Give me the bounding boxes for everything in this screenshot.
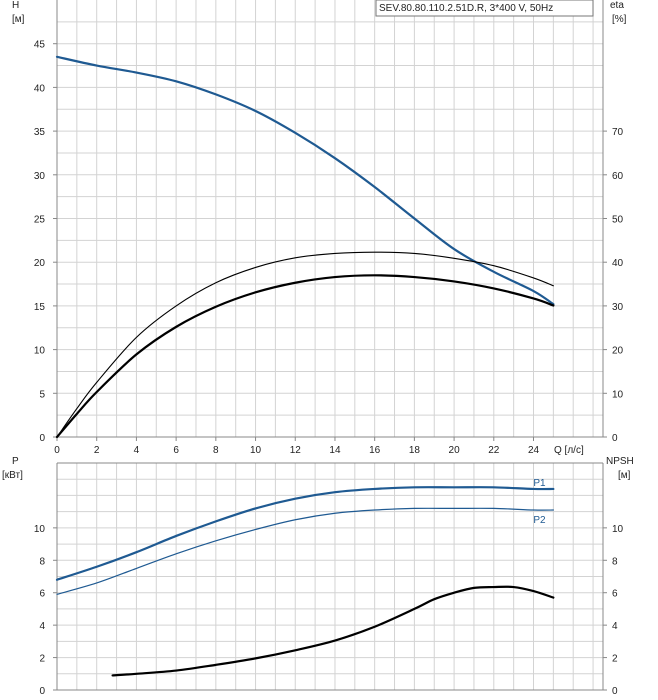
right-tick-label: 30: [612, 302, 624, 313]
left-tick-label: 30: [34, 171, 46, 182]
left-tick-label: 35: [34, 127, 46, 138]
left-tick-label: 10: [34, 346, 46, 357]
x-tick-label: 24: [528, 445, 540, 456]
x-tick-label: 18: [409, 445, 421, 456]
axis-labels: H [м] eta [%] Q [л/с] P [кВт] NPSH [м]: [2, 0, 634, 481]
left-tick-label: 8: [39, 556, 45, 567]
series-label-p1: P1: [533, 478, 546, 489]
bottom-left-axis-unit: [кВт]: [2, 470, 23, 481]
right-tick-label: 4: [612, 621, 618, 632]
x-tick-label: 14: [329, 445, 341, 456]
left-tick-label: 4: [39, 621, 45, 632]
right-tick-label: 50: [612, 215, 624, 226]
top-right-axis-unit: [%]: [612, 14, 627, 25]
x-tick-label: 20: [449, 445, 461, 456]
x-tick-label: 10: [250, 445, 262, 456]
left-tick-label: 15: [34, 302, 46, 313]
right-tick-label: 10: [612, 389, 624, 400]
top-series-line-2: [55, 274, 555, 439]
x-tick-label: 22: [488, 445, 500, 456]
bottom-right-axis-unit: [м]: [618, 470, 631, 481]
x-tick-label: 4: [134, 445, 140, 456]
right-tick-label: 20: [612, 346, 624, 357]
right-tick-label: 40: [612, 258, 624, 269]
left-tick-label: 10: [34, 524, 46, 535]
left-tick-label: 25: [34, 215, 46, 226]
bottom-panel-grid: 0 2 4 6 8 10 0 2 4 6 8 10: [34, 462, 624, 697]
x-tick-label: 16: [369, 445, 381, 456]
top-right-axis-symbol: eta: [610, 0, 624, 11]
left-tick-label: 40: [34, 83, 46, 94]
left-tick-label: 0: [39, 433, 45, 444]
left-tick-label: 45: [34, 40, 46, 51]
x-tick-label: 0: [54, 445, 60, 456]
left-tick-label: 0: [39, 686, 45, 697]
right-tick-label: 0: [612, 433, 618, 444]
bottom-right-axis-symbol: NPSH: [606, 456, 634, 467]
right-tick-label: 10: [612, 524, 624, 535]
left-tick-label: 2: [39, 654, 45, 665]
bottom-left-axis-symbol: P: [12, 456, 19, 467]
right-tick-label: 8: [612, 556, 618, 567]
bottom-series-line-p2: [56, 507, 554, 595]
x-axis-label: Q [л/с]: [554, 445, 584, 456]
left-tick-label: 5: [39, 389, 45, 400]
left-tick-label: 6: [39, 589, 45, 600]
top-left-axis-symbol: H: [12, 0, 19, 11]
series-label-p2: P2: [533, 515, 546, 526]
top-series-line-0: [55, 55, 555, 306]
x-tick-label: 12: [290, 445, 302, 456]
top-series-line-1: [56, 251, 554, 438]
chart-title: SEV.80.80.110.2.51D.R, 3*400 V, 50Hz: [379, 3, 553, 14]
right-tick-label: 0: [612, 686, 618, 697]
right-tick-label: 2: [612, 654, 618, 665]
right-tick-label: 6: [612, 589, 618, 600]
bottom-series-line-2: [111, 585, 555, 677]
top-left-axis-unit: [м]: [12, 14, 25, 25]
bottom-series-line-p1: [55, 486, 555, 581]
chart-title-box: SEV.80.80.110.2.51D.R, 3*400 V, 50Hz: [375, 0, 594, 17]
right-tick-label: 60: [612, 171, 624, 182]
x-tick-label: 6: [173, 445, 179, 456]
title-frame: [375, 0, 594, 17]
left-tick-label: 20: [34, 258, 46, 269]
series-layer: P1 P2: [55, 55, 555, 677]
right-tick-label: 70: [612, 127, 624, 138]
x-tick-label: 8: [213, 445, 219, 456]
x-tick-label: 2: [94, 445, 100, 456]
